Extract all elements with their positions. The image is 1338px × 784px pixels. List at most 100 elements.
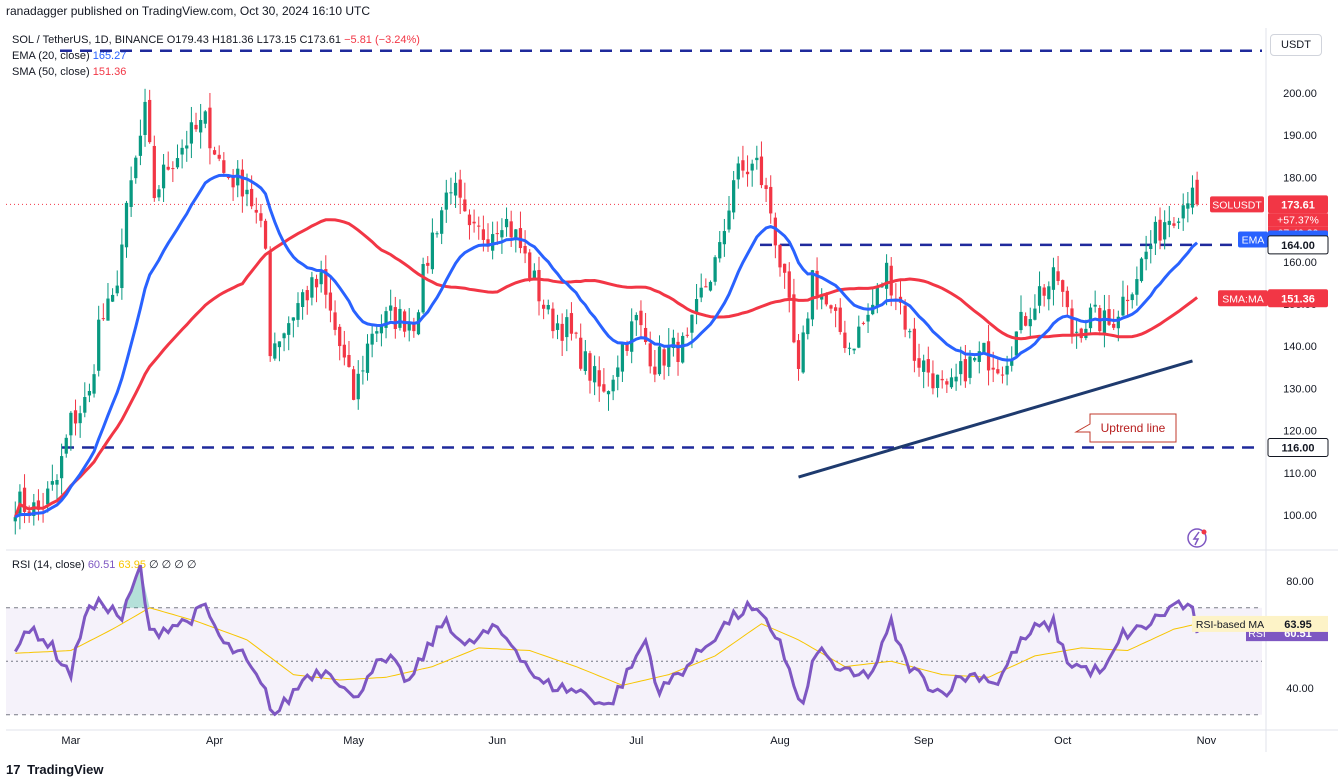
- candle-body: [681, 335, 685, 363]
- candle-body: [694, 299, 699, 313]
- candle-body: [1102, 310, 1107, 335]
- candle-body: [46, 488, 50, 505]
- candle-body: [847, 347, 852, 349]
- candle-body: [750, 163, 754, 171]
- candle-body: [606, 391, 611, 395]
- price-tick-label: 160.00: [1283, 257, 1317, 269]
- tradingview-logo-icon: 17: [6, 762, 21, 777]
- candle-body: [1093, 304, 1097, 307]
- sma-label: SMA (50, close): [12, 66, 90, 78]
- candle-body: [977, 351, 981, 362]
- candle-body: [254, 209, 258, 213]
- ema-legend-row[interactable]: EMA (20, close) 165.27: [12, 48, 420, 64]
- candle-body: [277, 341, 282, 348]
- change-value: −5.81 (−3.24%): [344, 34, 420, 46]
- candle-body: [161, 164, 166, 189]
- candle-body: [69, 412, 73, 436]
- candle-body: [653, 366, 657, 375]
- candle-body: [305, 290, 309, 301]
- candle-body: [555, 323, 560, 330]
- candle-body: [78, 413, 82, 424]
- candle-body: [926, 359, 930, 373]
- candle-body: [1028, 319, 1032, 327]
- candle-body: [542, 304, 546, 309]
- candle-body: [83, 397, 87, 413]
- candle-body: [259, 213, 263, 221]
- candle-body: [875, 285, 879, 308]
- rsi-line: [14, 564, 1199, 717]
- candle-body: [1051, 267, 1056, 290]
- candle-body: [690, 314, 694, 333]
- candle-body: [792, 294, 796, 343]
- candle-body: [55, 479, 59, 485]
- candle-body: [333, 312, 337, 330]
- candle-body: [685, 334, 689, 336]
- candle-body: [222, 160, 226, 173]
- axis-tag-name: [1210, 196, 1264, 213]
- candle-body: [143, 101, 147, 135]
- candle-body: [110, 294, 115, 302]
- candle-body: [1121, 296, 1125, 316]
- candle-body: [148, 99, 152, 143]
- candle-body: [421, 264, 425, 313]
- candle-body: [1000, 374, 1005, 376]
- publisher-text: ranadagger published on TradingView.com,…: [6, 4, 371, 18]
- candle-body: [351, 369, 356, 400]
- sma-value: 151.36: [92, 66, 127, 78]
- candle-body: [509, 221, 513, 238]
- moving-averages: [13, 173, 1199, 519]
- candle-body: [296, 303, 300, 320]
- candle-body: [824, 294, 828, 305]
- candle-body: [616, 367, 620, 377]
- candle-body: [1070, 308, 1074, 337]
- candle-body: [704, 286, 708, 288]
- candle-body: [546, 305, 550, 310]
- symbol-label[interactable]: SOL / TetherUS, 1D, BINANCE: [12, 34, 164, 46]
- candle-body: [922, 360, 926, 372]
- candle-body: [1153, 221, 1158, 244]
- currency-button[interactable]: USDT: [1270, 34, 1322, 56]
- candle-body: [917, 358, 921, 368]
- candle-body: [129, 180, 133, 207]
- candle-body: [755, 157, 759, 161]
- candle-body: [1037, 286, 1042, 306]
- candle-body: [379, 326, 384, 334]
- candle-body: [194, 124, 198, 130]
- candle-body: [175, 158, 180, 168]
- candle-body: [940, 378, 944, 381]
- candle-body: [778, 244, 782, 268]
- candle-body: [1144, 251, 1148, 260]
- candle-body: [59, 456, 64, 479]
- axis-tag-extra-text: +57.37%: [1277, 214, 1319, 226]
- candle-body: [718, 242, 722, 259]
- candle-body: [273, 343, 277, 359]
- time-tick-label: Jul: [629, 735, 643, 747]
- rsi-value: 60.51: [87, 559, 116, 571]
- tradingview-footer[interactable]: 17 TradingView: [6, 762, 103, 777]
- candle-body: [727, 210, 731, 230]
- candle-body: [171, 168, 175, 170]
- axis-tag-name-text: SMA:MA: [1222, 293, 1263, 305]
- rsi-tag-name-text: RSI-based MA: [1196, 619, 1264, 631]
- price-tick-label: 120.00: [1283, 426, 1317, 438]
- candle-body: [884, 262, 889, 289]
- candle-body: [732, 180, 736, 213]
- candle-body: [458, 179, 462, 198]
- candle-body: [481, 229, 485, 240]
- axis-tag-value-text: 173.61: [1281, 199, 1315, 211]
- candle-body: [783, 263, 787, 273]
- rsi-ma-line: [15, 607, 1198, 686]
- axes: 200.00190.00180.00170.00160.00150.00140.…: [61, 88, 1316, 747]
- candle-body: [537, 269, 541, 302]
- candle-body: [217, 154, 221, 159]
- sma-legend-row[interactable]: SMA (50, close) 151.36: [12, 64, 420, 80]
- candle-body: [569, 313, 574, 334]
- candle-body: [13, 517, 17, 522]
- time-tick-label: Oct: [1054, 735, 1071, 747]
- candle-body: [671, 337, 676, 349]
- candle-body: [486, 239, 490, 247]
- candle-body: [1135, 279, 1139, 295]
- candle-body: [166, 166, 170, 170]
- candle-body: [745, 171, 750, 175]
